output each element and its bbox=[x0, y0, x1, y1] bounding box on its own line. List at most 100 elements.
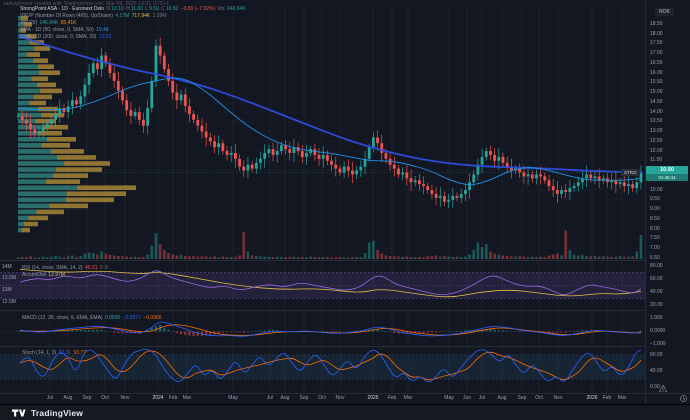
legend-vrvp-row[interactable]: VRVP (Number Of Rows (495), Up/Down) 4.1… bbox=[20, 13, 168, 20]
time-tick-year: 2026 bbox=[586, 396, 597, 401]
legend-segment: 0.0690 bbox=[104, 315, 121, 321]
tradingview-brand-text[interactable]: TradingView bbox=[31, 408, 83, 418]
price-tick: 15.50 bbox=[650, 80, 663, 85]
price-tick: 16.50 bbox=[650, 61, 663, 66]
time-tick: Aug bbox=[64, 396, 73, 401]
legend-stoch-row[interactable]: Stoch (14, 1, 3) 92.31 93.77 bbox=[22, 350, 87, 357]
price-tick: 12.00 bbox=[650, 149, 663, 154]
legend-segment: 9.50 bbox=[149, 6, 159, 12]
price-tick: 9.50 bbox=[650, 197, 660, 202]
time-tick-year: 2025 bbox=[367, 396, 378, 401]
accumdist-left-tick: 13M bbox=[2, 288, 12, 293]
legend-segment: −0.0966 bbox=[142, 315, 162, 321]
accumdist-left-tick: 14M bbox=[2, 265, 12, 270]
tradingview-logo-icon[interactable] bbox=[12, 408, 26, 418]
time-tick: Jun bbox=[463, 396, 471, 401]
time-axis-border bbox=[0, 393, 690, 394]
legend-segment: 65.41K bbox=[59, 20, 76, 26]
legend-segment: −0.80 (−7.92%) bbox=[179, 6, 215, 12]
pane-separator[interactable] bbox=[0, 260, 645, 261]
price-tick: 8.50 bbox=[650, 217, 660, 222]
legend-segment: 4.17M bbox=[114, 13, 129, 19]
macd-plot bbox=[17, 322, 642, 336]
legend-segment: 11.00 bbox=[131, 6, 143, 12]
stoch-band bbox=[0, 355, 645, 379]
legend-segment: C bbox=[160, 6, 165, 12]
price-tick: 10.00 bbox=[650, 188, 663, 193]
legend-segment: 0 bbox=[104, 265, 108, 271]
symbol-price-line-label: STRO bbox=[621, 169, 640, 176]
legend-segment: L bbox=[144, 6, 148, 12]
legend-macd-row[interactable]: MACD (12, 26, close, 9, EMA, EMA) 0.0690… bbox=[22, 315, 163, 322]
price-tick: 14.00 bbox=[650, 110, 663, 115]
currency-label: NOK bbox=[655, 8, 674, 16]
tradingview-chart-window: sawyiglovest created with TradingView.co… bbox=[0, 0, 690, 420]
time-tick-year: 2024 bbox=[152, 396, 163, 401]
price-tick: 17.50 bbox=[650, 41, 663, 46]
rsi-band bbox=[0, 273, 645, 299]
legend-vol-row[interactable]: Vol (20) 246.94K 65.41K bbox=[20, 20, 78, 27]
time-tick: Feb bbox=[388, 396, 397, 401]
legend-segment: 93.77 bbox=[72, 350, 86, 356]
time-tick: Mar bbox=[404, 396, 413, 401]
indicator-tick: −1.000 bbox=[650, 342, 665, 347]
time-tick: Sep bbox=[300, 396, 309, 401]
time-tick: Mar bbox=[183, 396, 192, 401]
time-tick: Jul bbox=[47, 396, 53, 401]
time-tick: May bbox=[444, 396, 453, 401]
time-tick: Nov bbox=[554, 396, 563, 401]
time-tick: Nov bbox=[336, 396, 345, 401]
legend-segment: Stoch (14, 1, 3) bbox=[22, 350, 56, 356]
indicator-tick: 40.00 bbox=[650, 290, 663, 295]
legend-segment: RSI (14, close, SMA, 14, 2) bbox=[22, 265, 83, 271]
time-tick: Jul bbox=[479, 396, 485, 401]
legend-symbol-row[interactable]: StrongPoint ASA · 1D · Euronext Oslo O10… bbox=[20, 6, 247, 13]
legend-segment: 10.10 bbox=[111, 6, 124, 12]
legend-segment: 246.94K bbox=[38, 20, 58, 26]
indicator-tick: 0.0000 bbox=[650, 329, 665, 334]
time-tick: Aug bbox=[498, 396, 507, 401]
price-tick: 13.00 bbox=[650, 129, 663, 134]
legend-segment: 45.01 bbox=[84, 265, 98, 271]
chart-canvas[interactable] bbox=[0, 0, 690, 420]
legend-rsi-row[interactable]: RSI (14, close, SMA, 14, 2) 45.01 0 0 bbox=[22, 265, 109, 272]
last-price-badge[interactable]: 10.90 01:46:11 bbox=[646, 166, 688, 181]
pane-separator[interactable] bbox=[0, 310, 645, 311]
price-tick: 13.50 bbox=[650, 119, 663, 124]
pane-separator[interactable] bbox=[0, 346, 645, 347]
legend-segment: MACD (12, 26, close, 9, EMA, EMA) bbox=[22, 315, 103, 321]
indicator-tick: 1.000 bbox=[650, 316, 663, 321]
price-tick: 7.50 bbox=[650, 236, 660, 241]
price-tick: 7.00 bbox=[650, 246, 660, 251]
legend-accumdist-row[interactable]: AccumDist 12.97M bbox=[22, 272, 66, 279]
warning-icon[interactable] bbox=[659, 385, 667, 392]
volume-histogram bbox=[17, 231, 643, 260]
time-tick: Feb bbox=[603, 396, 612, 401]
time-tick: Nov bbox=[121, 396, 130, 401]
accumdist-left-tick: 13.5M bbox=[2, 276, 16, 281]
indicator-tick: 80.00 bbox=[650, 264, 663, 269]
accumdist-left-tick: 12.5M bbox=[2, 300, 16, 305]
legend-segment: 1.39M bbox=[151, 13, 166, 19]
indicator-tick: 80.00 bbox=[650, 353, 663, 358]
time-tick: Feb bbox=[169, 396, 178, 401]
legend-sma50-row[interactable]: SMA - 1D (50, close, 0, SMA, 50) 10.48 bbox=[20, 27, 110, 34]
bottom-bar: TradingView bbox=[0, 404, 690, 420]
moving-averages bbox=[18, 36, 641, 185]
price-tick: 17.00 bbox=[650, 51, 663, 56]
time-tick: Mar bbox=[618, 396, 627, 401]
legend-segment: SMA - 1D (50, close, 0, SMA, 50) bbox=[20, 27, 94, 33]
price-tick: 9.00 bbox=[650, 207, 660, 212]
clock-icon[interactable] bbox=[680, 395, 687, 402]
price-tick: 6.50 bbox=[650, 256, 660, 261]
legend-segment: 246.94K bbox=[227, 6, 246, 12]
time-tick: Jul bbox=[267, 396, 273, 401]
legend-segment: 0 bbox=[99, 265, 103, 271]
legend-sma200-row[interactable]: SMA - 1D (200, close, 0, SMA, 20) 10.93 bbox=[20, 34, 112, 41]
legend-segment: SMA - 1D (200, close, 0, SMA, 20) bbox=[20, 34, 96, 40]
time-tick: Oct bbox=[101, 396, 109, 401]
bar-countdown: 01:46:11 bbox=[646, 174, 688, 181]
legend-segment: O bbox=[105, 6, 110, 12]
legend-segment: 10.93 bbox=[97, 34, 111, 40]
indicator-tick: 40.00 bbox=[650, 369, 663, 374]
